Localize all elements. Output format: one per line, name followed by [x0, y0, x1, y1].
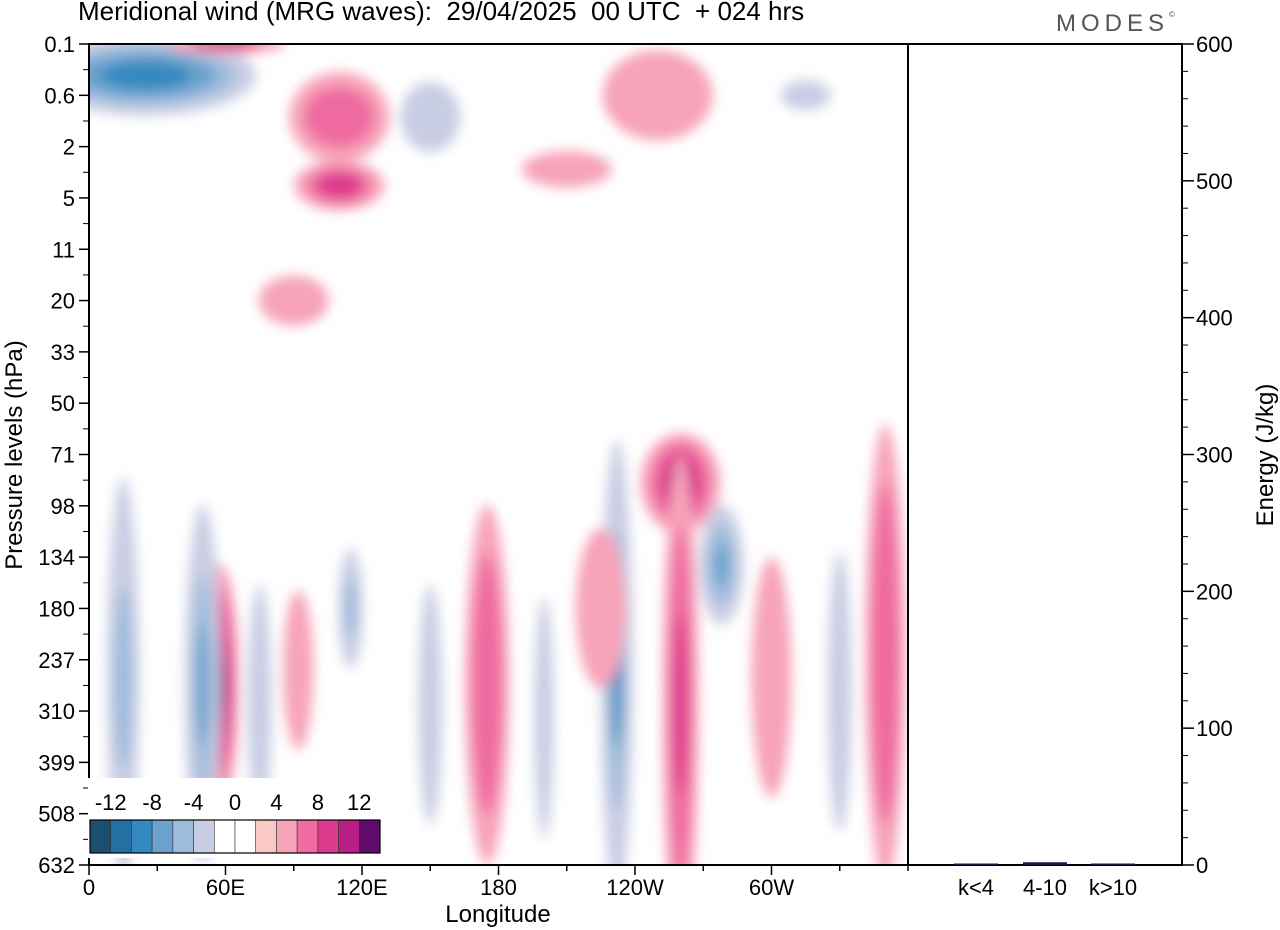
y-tick-label: 0.6 [44, 83, 75, 108]
heatmap-blob [283, 589, 314, 750]
x-tick-label: 180 [480, 875, 517, 900]
colorbar-swatch [317, 819, 339, 854]
colorbar-swatch [358, 819, 381, 854]
energy-tick-label: 600 [1196, 32, 1233, 57]
y-tick-label: 11 [52, 237, 75, 262]
y-tick-label: 180 [38, 596, 75, 621]
heatmap-blob [100, 61, 191, 90]
modes-logo: MODES© [1056, 10, 1175, 37]
heatmap-blob [400, 82, 461, 153]
y-tick-label: 237 [38, 648, 75, 673]
chart-title: Meridional wind (MRG waves): 29/04/2025 … [78, 0, 805, 26]
energy-bar [954, 863, 998, 865]
logo-text: MODES [1056, 10, 1170, 37]
x-tick-label: 60E [206, 875, 245, 900]
energy-category-label: k>10 [1089, 875, 1137, 900]
colorbar-frame [89, 819, 381, 854]
y-tick-label: 632 [38, 853, 75, 878]
y-axis: 0.1 0.6 2 5 11 20 33 50 71 98 134 180 237 310 399 508 63… [38, 32, 89, 878]
energy-category-label: k<4 [958, 875, 994, 900]
heatmap-blob [190, 44, 261, 50]
y-axis-title: Pressure levels (hPa) [1, 340, 28, 569]
heatmap-field [89, 44, 906, 865]
colorbar-swatch [276, 819, 298, 854]
colorbar-label: 12 [347, 790, 371, 815]
y-tick-label: 20 [51, 289, 75, 314]
colorbar-swatch [172, 819, 194, 854]
heatmap-blob [536, 157, 597, 182]
heatmap-blob [196, 624, 209, 745]
energy-tick-label: 100 [1196, 716, 1233, 741]
heatmap-blob [622, 65, 693, 126]
colorbar-swatch [296, 819, 319, 854]
colorbar-label: -4 [184, 790, 204, 815]
colorbar-swatch [234, 819, 257, 854]
colorbar-swatch [110, 819, 132, 854]
y-tick-label: 2 [63, 135, 75, 160]
y-tick-label: 0.1 [44, 32, 75, 57]
energy-panel: k<4 4-10 k>10 0 100 200 300 400 500 600 [907, 32, 1233, 900]
colorbar-swatch [193, 819, 215, 854]
heatmap-blob [317, 99, 362, 136]
heatmap-blob [673, 614, 688, 795]
heatmap-blob [534, 597, 554, 838]
x-tick-label: 60W [749, 875, 794, 900]
heatmap-blob [114, 587, 133, 768]
colorbar-swatch [255, 819, 277, 854]
heatmap-blob [827, 551, 852, 832]
y-tick-label: 134 [38, 545, 75, 570]
heatmap-blob [247, 584, 272, 825]
heatmap-blob [780, 80, 831, 111]
y-tick-label: 33 [51, 340, 75, 365]
y-tick-label: 98 [51, 494, 75, 519]
heatmap-blob [258, 275, 329, 326]
colorbar-label: -12 [95, 790, 127, 815]
heatmap-blob [877, 564, 894, 745]
colorbar-label: -8 [142, 790, 162, 815]
colorbar: -12 -8 -4 0 4 8 12 [88, 778, 384, 858]
energy-tick-label: 500 [1196, 169, 1233, 194]
y-tick-label: 399 [38, 750, 75, 775]
heatmap-blob [575, 528, 626, 689]
energy-bar [1091, 863, 1135, 865]
energy-tick-label: 0 [1196, 853, 1208, 878]
energy-category-label: 4-10 [1023, 875, 1067, 900]
y-tick-label: 71 [51, 443, 75, 468]
energy-tick-label: 200 [1196, 579, 1233, 604]
heatmap-blob [751, 557, 792, 798]
x-tick-label: 120E [336, 875, 387, 900]
heatmap-blob [344, 578, 357, 639]
energy-frame [907, 43, 1183, 866]
colorbar-label: 0 [229, 790, 241, 815]
colorbar-swatch [338, 819, 360, 854]
energy-axis-title: Energy (J/kg) [1252, 384, 1279, 527]
y-tick-label: 508 [38, 802, 75, 827]
y-tick-label: 5 [63, 186, 75, 211]
heatmap-blob [479, 604, 496, 765]
x-axis: 0 60E 120E 180 120W 60W [83, 865, 909, 900]
energy-bar [1023, 862, 1067, 865]
colorbar-label: 4 [270, 790, 282, 815]
colorbar-label: 8 [312, 790, 324, 815]
x-axis-title: Longitude [445, 901, 550, 928]
heatmap-blob [418, 584, 443, 825]
x-tick-label: 120W [606, 875, 664, 900]
colorbar-swatch [213, 819, 236, 854]
heatmap-blob [714, 542, 729, 587]
x-tick-label: 0 [83, 875, 95, 900]
colorbar-swatch [89, 819, 112, 854]
y-tick-label: 310 [38, 699, 75, 724]
heatmap-blob [317, 173, 362, 198]
y-tick-label: 50 [51, 391, 75, 416]
colorbar-swatch [131, 819, 153, 854]
colorbar-swatch [151, 819, 174, 854]
energy-tick-label: 300 [1196, 443, 1233, 468]
energy-tick-label: 400 [1196, 306, 1233, 331]
